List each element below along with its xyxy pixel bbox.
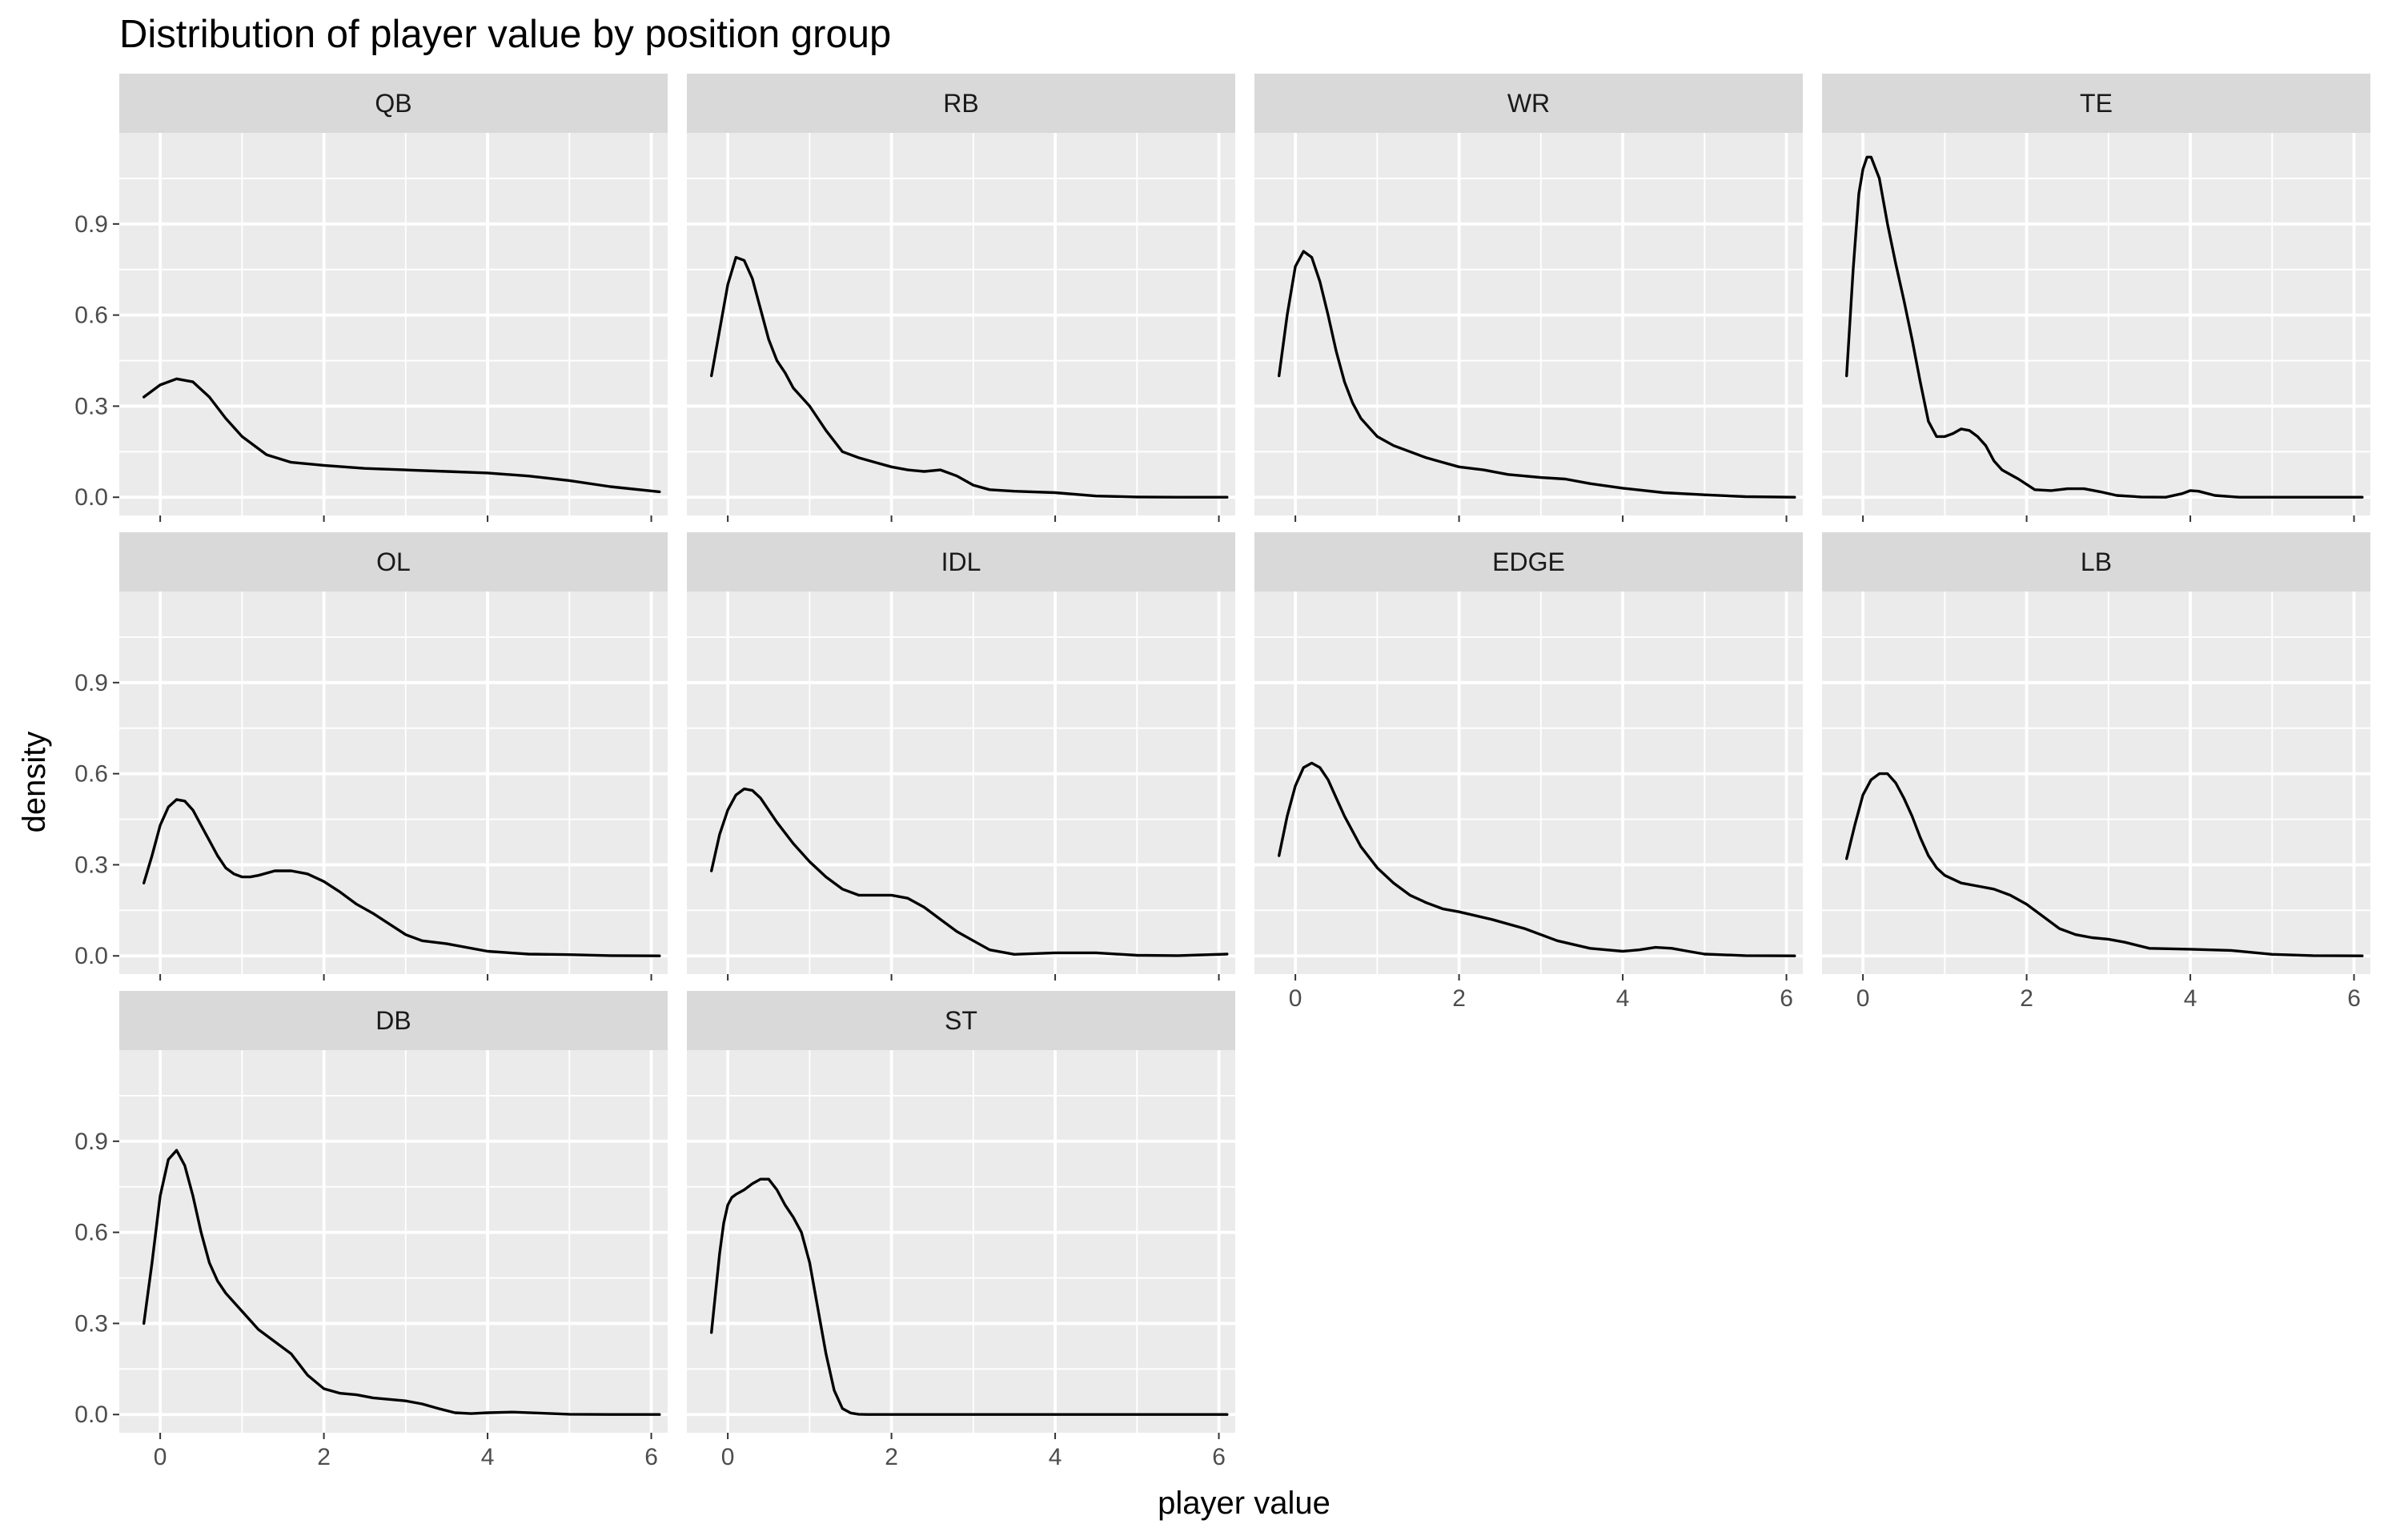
x-axis-title: player value [1158,1486,1330,1521]
facet-edge: EDGE 0 2 4 6 [1254,532,1803,1012]
facet-rb: RB [687,74,1235,522]
facet-label-ol: OL [376,547,411,576]
density-line-rb [710,255,1229,499]
x-tick-label: 0 [1856,985,1870,1012]
density-line-db [142,1149,661,1416]
y-tick-label: 0.9 [74,1129,108,1155]
x-tick-label: 4 [2184,985,2197,1012]
x-tick-label: 6 [1780,985,1793,1012]
panel-background-rb [687,133,1235,515]
density-line-idl [710,787,1229,957]
facet-label-st: ST [945,1006,977,1035]
facet-label-qb: QB [375,89,411,118]
facet-label-lb: LB [2081,547,2112,576]
y-tick-label: 0.6 [74,1220,108,1246]
facet-label-idl: IDL [941,547,981,576]
facet-strip-te [1822,74,2370,133]
facet-wr: WR [1254,74,1803,522]
facet-st: ST 0 2 4 6 [687,991,1235,1470]
x-tick-label: 0 [1289,985,1302,1012]
x-tick-label: 6 [2347,985,2361,1012]
panel-background-ol [119,592,668,974]
facet-te: TE [1822,74,2370,522]
panel-background-st [687,1050,1235,1433]
density-line-st [710,1177,1229,1416]
y-tick-label: 0.0 [74,1402,108,1428]
facet-label-rb: RB [943,89,978,118]
density-line-te [1844,155,2364,499]
y-tick-label: 0.3 [74,852,108,878]
density-line-wr [1277,250,1796,499]
facet-strip-lb [1822,532,2370,592]
facet-strip-st [687,991,1235,1050]
chart-title: Distribution of player value by position… [119,13,891,56]
facet-idl: IDL [687,532,1235,981]
facet-panels: QB 0.0 0.3 0.6 0.9 RB WR TE OL 0.0 0.3 0.6 0.9 IDL EDG… [74,74,2370,1470]
facet-qb: QB 0.0 0.3 0.6 0.9 [74,74,668,522]
panel-background-db [119,1050,668,1433]
y-tick-label: 0.9 [74,211,108,238]
facet-label-wr: WR [1507,89,1550,118]
facet-strip-qb [119,74,668,133]
facet-strip-rb [687,74,1235,133]
y-tick-label: 0.9 [74,670,108,696]
panel-background-lb [1822,592,2370,974]
panel-background-idl [687,592,1235,974]
facet-strip-idl [687,532,1235,592]
facet-label-db: DB [375,1006,411,1035]
facet-strip-ol [119,532,668,592]
x-tick-label: 4 [481,1444,495,1470]
x-tick-label: 2 [1452,985,1466,1012]
y-tick-label: 0.6 [74,303,108,329]
x-tick-label: 2 [317,1444,331,1470]
y-axis-title: density [17,732,52,833]
facet-strip-db [119,991,668,1050]
facet-ol: OL 0.0 0.3 0.6 0.9 [74,532,668,981]
y-tick-label: 0.0 [74,943,108,969]
density-line-qb [142,377,661,494]
x-tick-label: 2 [2020,985,2033,1012]
panel-background-qb [119,133,668,515]
facet-strip-edge [1254,532,1803,592]
x-tick-label: 2 [885,1444,898,1470]
facet-db: DB 0.0 0.3 0.6 0.9 0 2 4 6 [74,991,668,1470]
y-tick-label: 0.0 [74,484,108,511]
panel-background-edge [1254,592,1803,974]
x-tick-label: 0 [721,1444,735,1470]
facet-strip-wr [1254,74,1803,133]
panel-background-te [1822,133,2370,515]
facet-lb: LB 0 2 4 6 [1822,532,2370,1012]
density-line-lb [1844,772,2364,957]
y-tick-label: 0.3 [74,1310,108,1337]
x-tick-label: 6 [1212,1444,1226,1470]
x-tick-label: 0 [154,1444,167,1470]
panel-background-wr [1254,133,1803,515]
x-tick-label: 4 [1616,985,1630,1012]
y-tick-label: 0.6 [74,761,108,788]
density-line-ol [142,798,661,957]
x-tick-label: 6 [644,1444,658,1470]
facet-label-edge: EDGE [1492,547,1565,576]
x-tick-label: 4 [1049,1444,1062,1470]
density-line-edge [1277,761,1796,957]
y-tick-label: 0.3 [74,393,108,419]
facet-label-te: TE [2080,89,2113,118]
